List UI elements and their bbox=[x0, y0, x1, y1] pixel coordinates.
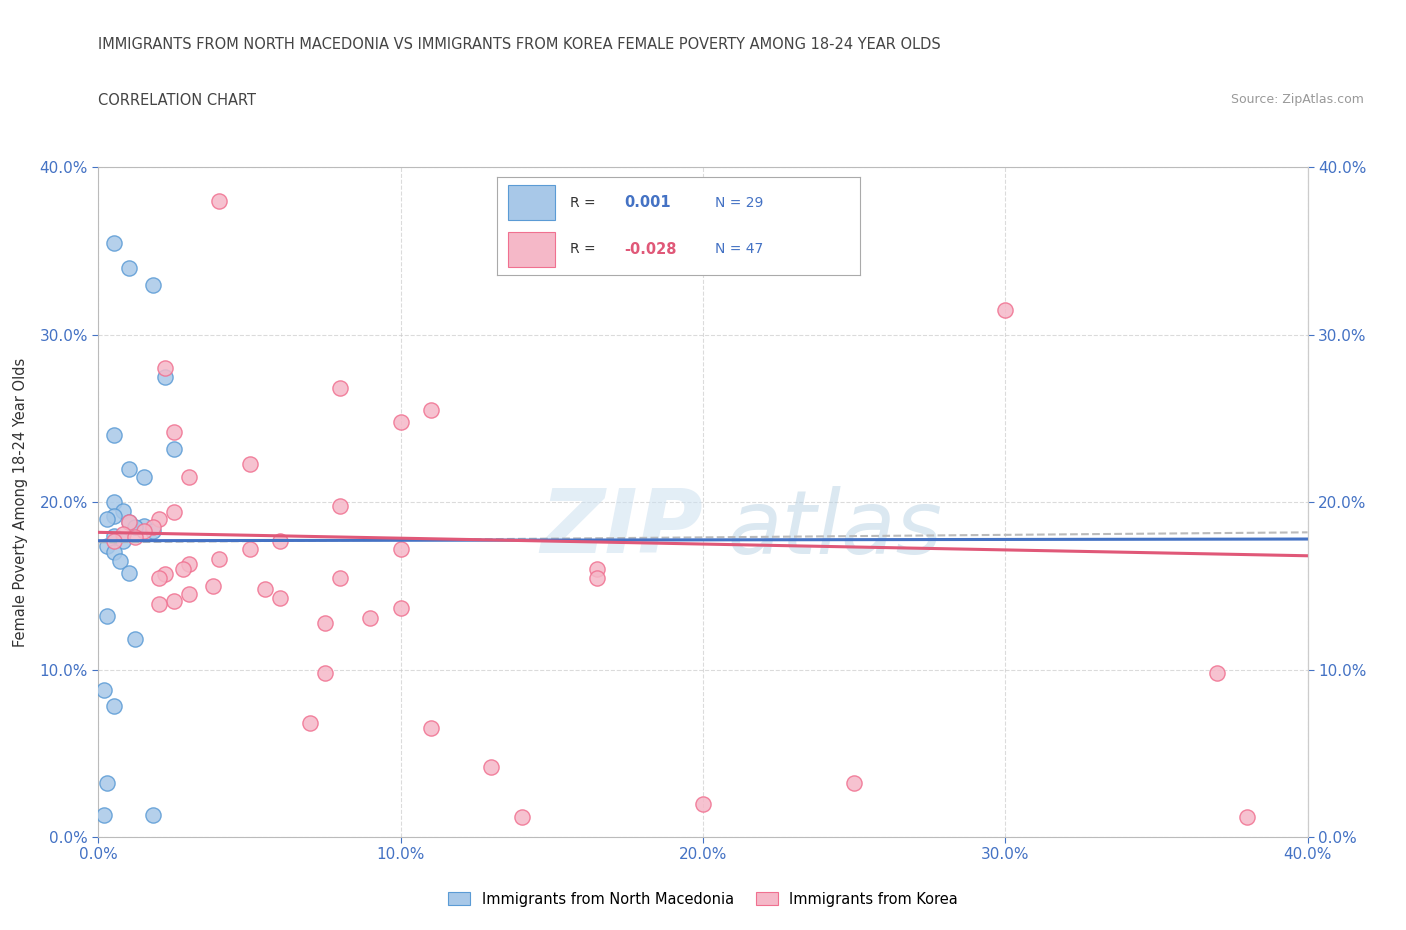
Point bbox=[153, 566, 176, 581]
Point bbox=[153, 369, 176, 384]
Y-axis label: Female Poverty Among 18-24 Year Olds: Female Poverty Among 18-24 Year Olds bbox=[14, 357, 28, 647]
Point bbox=[132, 518, 155, 533]
Point bbox=[1236, 809, 1258, 824]
Point bbox=[132, 470, 155, 485]
Point bbox=[329, 570, 352, 585]
Point bbox=[163, 441, 186, 456]
Point bbox=[148, 597, 170, 612]
Point bbox=[103, 699, 125, 714]
Text: Source: ZipAtlas.com: Source: ZipAtlas.com bbox=[1230, 93, 1364, 106]
Point bbox=[314, 616, 336, 631]
Point bbox=[108, 553, 131, 568]
Point bbox=[124, 520, 146, 535]
Point bbox=[586, 570, 609, 585]
Point bbox=[239, 457, 262, 472]
Point bbox=[96, 512, 118, 526]
Point bbox=[844, 776, 866, 790]
Point bbox=[148, 512, 170, 526]
Point bbox=[1206, 666, 1229, 681]
Point bbox=[142, 808, 165, 823]
Point bbox=[163, 424, 186, 439]
Point bbox=[179, 587, 201, 602]
Point bbox=[96, 608, 118, 623]
Point bbox=[111, 533, 134, 548]
Point bbox=[208, 193, 231, 208]
Text: IMMIGRANTS FROM NORTH MACEDONIA VS IMMIGRANTS FROM KOREA FEMALE POVERTY AMONG 18: IMMIGRANTS FROM NORTH MACEDONIA VS IMMIG… bbox=[98, 37, 941, 52]
Point bbox=[103, 508, 125, 523]
Point bbox=[103, 428, 125, 443]
Text: atlas: atlas bbox=[727, 486, 942, 572]
Point bbox=[118, 515, 141, 530]
Point bbox=[692, 796, 714, 811]
Point bbox=[148, 570, 170, 585]
Text: ZIP: ZIP bbox=[540, 485, 703, 573]
Point bbox=[96, 776, 118, 790]
Point bbox=[142, 277, 165, 292]
Point bbox=[111, 526, 134, 541]
Point bbox=[118, 461, 141, 476]
Point bbox=[96, 538, 118, 553]
Point bbox=[299, 716, 322, 731]
Point bbox=[420, 403, 443, 418]
Point bbox=[269, 591, 291, 605]
Point bbox=[93, 808, 115, 823]
Point bbox=[103, 235, 125, 250]
Point bbox=[153, 361, 176, 376]
Point bbox=[208, 551, 231, 566]
Text: CORRELATION CHART: CORRELATION CHART bbox=[98, 93, 256, 108]
Point bbox=[103, 533, 125, 548]
Point bbox=[118, 565, 141, 580]
Point bbox=[329, 381, 352, 396]
Point bbox=[253, 582, 276, 597]
Point bbox=[481, 759, 503, 774]
Point bbox=[118, 515, 141, 530]
Point bbox=[179, 470, 201, 485]
Point bbox=[314, 666, 336, 681]
Point bbox=[163, 593, 186, 608]
Point bbox=[118, 260, 141, 275]
Point bbox=[179, 557, 201, 572]
Point bbox=[389, 541, 412, 556]
Point bbox=[269, 533, 291, 548]
Point bbox=[239, 541, 262, 556]
Point bbox=[124, 530, 146, 545]
Point bbox=[994, 302, 1017, 317]
Point bbox=[202, 578, 225, 593]
Point bbox=[111, 503, 134, 518]
Point bbox=[103, 528, 125, 543]
Point bbox=[163, 505, 186, 520]
Point bbox=[142, 520, 165, 535]
Point bbox=[420, 721, 443, 736]
Point bbox=[329, 498, 352, 513]
Point bbox=[360, 610, 382, 625]
Point bbox=[124, 632, 146, 647]
Legend: Immigrants from North Macedonia, Immigrants from Korea: Immigrants from North Macedonia, Immigra… bbox=[449, 892, 957, 907]
Point bbox=[389, 415, 412, 430]
Point bbox=[586, 562, 609, 577]
Point bbox=[510, 809, 533, 824]
Point bbox=[103, 545, 125, 560]
Point bbox=[389, 600, 412, 615]
Point bbox=[93, 683, 115, 698]
Point bbox=[172, 562, 194, 577]
Point bbox=[132, 524, 155, 538]
Point bbox=[103, 495, 125, 510]
Point bbox=[142, 524, 165, 538]
